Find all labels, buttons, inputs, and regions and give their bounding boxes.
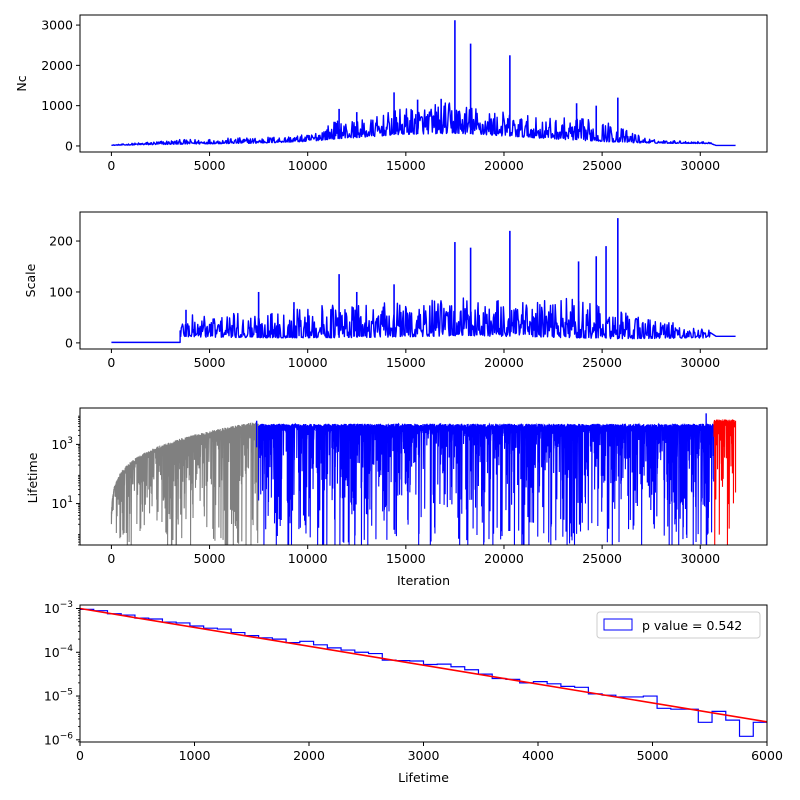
- legend-label-histogram: p value = 0.542: [642, 618, 742, 633]
- legend-swatch-histogram: [603, 618, 633, 631]
- ylabel-scale: Scale: [23, 263, 38, 297]
- x-tick-label: 2000: [293, 748, 325, 763]
- y-tick-label: 10−4: [44, 644, 73, 660]
- x-tick-label: 30000: [680, 355, 720, 370]
- x-tick-label: 0: [107, 158, 115, 173]
- x-tick-label: 0: [76, 748, 84, 763]
- x-tick-label: 5000: [194, 355, 226, 370]
- x-tick-label: 30000: [680, 158, 720, 173]
- y-tick-label: 0: [65, 138, 73, 153]
- y-tick-label: 10−5: [44, 688, 73, 704]
- plot-frame-nc: [79, 14, 768, 153]
- y-tick-label: 1000: [41, 98, 73, 113]
- x-tick-label: 3000: [408, 748, 440, 763]
- x-tick-label: 15000: [386, 551, 426, 566]
- x-tick-label: 30000: [680, 551, 720, 566]
- lifetime-trace-line: [110, 422, 259, 545]
- lifetime-trace-line: [258, 422, 715, 545]
- x-tick-label: 5000: [194, 551, 226, 566]
- y-tick-label: 3000: [41, 18, 73, 33]
- x-tick-label: 15000: [386, 158, 426, 173]
- y-tick-label: 101: [51, 495, 73, 511]
- fit-line: [80, 607, 767, 723]
- y-tick-label: 200: [49, 234, 73, 249]
- x-tick-label: 5000: [637, 748, 669, 763]
- ylabel-nc: Nc: [14, 75, 29, 91]
- x-tick-label: 0: [107, 551, 115, 566]
- panel-nc: 0 5000 10000 15000 20000 25000 30000 0 1000 2000 3…: [14, 14, 768, 173]
- y-tick-label: 10−3: [44, 600, 73, 616]
- y-tick-label: 0: [65, 335, 73, 350]
- series-line-nc: [111, 102, 736, 147]
- x-tick-label: 1000: [179, 748, 211, 763]
- xlabel-iteration: Iteration: [397, 573, 450, 588]
- x-tick-label: 6000: [751, 748, 783, 763]
- x-tick-label: 25000: [582, 355, 622, 370]
- x-tick-label: 5000: [194, 158, 226, 173]
- ylabel-lifetime: Lifetime: [25, 452, 40, 503]
- panel-lifetime-trace: 0 5000 10000 15000 20000 25000 30000 101 103 Lif…: [25, 407, 768, 588]
- histogram-steps: [80, 608, 767, 737]
- x-tick-label: 10000: [288, 158, 328, 173]
- legend-box: [596, 611, 761, 639]
- x-tick-label: 10000: [288, 355, 328, 370]
- x-tick-label: 20000: [484, 355, 524, 370]
- x-tick-label: 25000: [582, 551, 622, 566]
- xlabel-lifetime: Lifetime: [398, 770, 449, 785]
- lifetime-trace-line: [713, 418, 737, 545]
- y-tick-label: 2000: [41, 58, 73, 73]
- legend: p value = 0.542: [596, 611, 761, 639]
- y-tick-label: 10−6: [44, 731, 73, 747]
- x-tick-label: 20000: [484, 158, 524, 173]
- x-tick-label: 25000: [582, 158, 622, 173]
- lifetime-segment-2: [713, 418, 737, 545]
- lifetime-segment-1: [258, 422, 715, 545]
- panel-lifetime-histogram: 0 1000 2000 3000 4000 5000 6000 10−6 10−5 10−4 10−…: [44, 600, 783, 785]
- y-tick-label: 103: [51, 436, 73, 452]
- series-line-scale: [111, 297, 736, 344]
- x-tick-label: 15000: [386, 355, 426, 370]
- x-tick-label: 20000: [484, 551, 524, 566]
- plot-frame-scale: [79, 211, 768, 350]
- x-tick-label: 10000: [288, 551, 328, 566]
- x-tick-label: 0: [107, 355, 115, 370]
- panel-scale: 0 5000 10000 15000 20000 25000 30000 0 100 200 Sc…: [23, 211, 768, 370]
- lifetime-segment-0: [110, 422, 259, 545]
- x-tick-label: 4000: [522, 748, 554, 763]
- y-tick-label: 100: [49, 284, 73, 299]
